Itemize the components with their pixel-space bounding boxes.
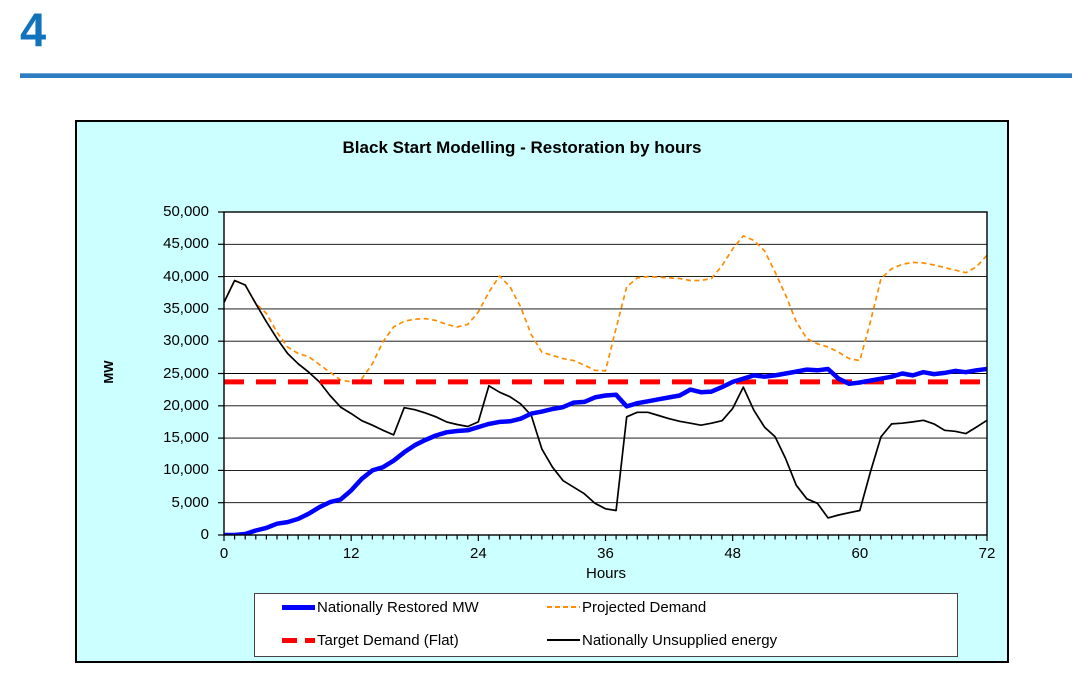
- x-tick-label: 60: [851, 545, 869, 562]
- y-tick-label: 35,000: [163, 299, 209, 317]
- legend-label: Projected Demand: [582, 598, 707, 616]
- legend-label: Nationally Restored MW: [317, 598, 479, 616]
- legend-line-sample-projected: [547, 606, 580, 608]
- y-tick-label: 25,000: [163, 364, 209, 382]
- y-tick-label: 20,000: [163, 396, 209, 414]
- legend-line-sample-restored: [282, 604, 315, 610]
- y-tick-label: 30,000: [163, 332, 209, 350]
- legend-item-unsupplied-energy: Nationally Unsupplied energy: [547, 631, 778, 649]
- y-tick-label: 0: [200, 526, 209, 543]
- legend-label: Nationally Unsupplied energy: [582, 631, 778, 649]
- y-tick-label: 10,000: [163, 461, 209, 479]
- legend-line-sample-unsupplied: [547, 639, 580, 641]
- chart-title: Black Start Modelling - Restoration by h…: [342, 138, 702, 157]
- chart-container: Black Start Modelling - Restoration by h…: [75, 120, 1009, 663]
- y-tick-label: 5,000: [171, 493, 209, 511]
- x-tick-label: 72: [978, 545, 996, 562]
- y-tick-label: 50,000: [163, 203, 209, 220]
- x-axis-title: Hours: [585, 565, 626, 582]
- x-tick-label: 36: [597, 545, 614, 562]
- legend-label: Target Demand (Flat): [317, 631, 459, 649]
- x-tick-label: 0: [219, 545, 229, 562]
- x-tick-label: 12: [342, 545, 360, 562]
- y-tick-label: 45,000: [163, 235, 209, 253]
- slide-number: 4: [20, 3, 48, 56]
- legend-line-sample-target: [282, 637, 315, 643]
- legend-item-projected-demand: Projected Demand: [547, 598, 707, 616]
- plot-area: [218, 211, 988, 541]
- x-tick-label: 48: [724, 545, 741, 562]
- y-axis-title: MW: [101, 360, 116, 384]
- legend-item-target-demand: Target Demand (Flat): [282, 631, 459, 649]
- legend-item-nationally-restored: Nationally Restored MW: [282, 598, 479, 616]
- legend: Nationally Restored MW Projected Demand …: [254, 593, 958, 657]
- header-rule: [20, 73, 1072, 78]
- y-tick-label: 40,000: [163, 267, 209, 285]
- x-tick-label: 24: [469, 545, 487, 562]
- y-tick-label: 15,000: [163, 429, 209, 447]
